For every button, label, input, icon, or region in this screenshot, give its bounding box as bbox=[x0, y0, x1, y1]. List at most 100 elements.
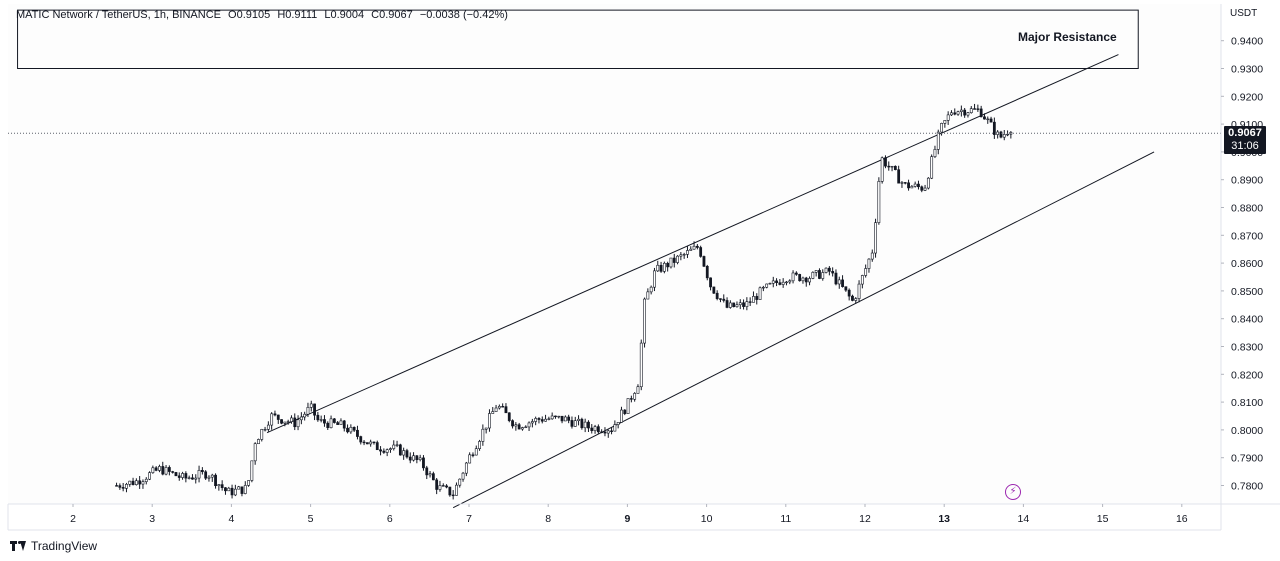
candle[interactable] bbox=[745, 297, 749, 311]
candle[interactable] bbox=[200, 467, 204, 475]
candle[interactable] bbox=[431, 471, 435, 481]
candle[interactable] bbox=[227, 486, 231, 492]
resistance-zone[interactable] bbox=[17, 9, 1139, 70]
candle[interactable] bbox=[662, 261, 666, 274]
candle[interactable] bbox=[880, 156, 884, 184]
candle[interactable] bbox=[752, 291, 755, 303]
candle[interactable] bbox=[682, 252, 686, 259]
candle[interactable] bbox=[319, 415, 323, 423]
candle[interactable] bbox=[468, 452, 472, 464]
candle[interactable] bbox=[303, 411, 307, 421]
candle[interactable] bbox=[326, 421, 330, 431]
candle[interactable] bbox=[943, 120, 947, 128]
candle[interactable] bbox=[702, 255, 706, 268]
candle[interactable] bbox=[233, 484, 237, 497]
candle[interactable] bbox=[827, 266, 831, 276]
candle[interactable] bbox=[639, 339, 643, 391]
candle[interactable] bbox=[250, 460, 254, 483]
candle[interactable] bbox=[428, 470, 432, 478]
candle[interactable] bbox=[402, 447, 406, 460]
candle[interactable] bbox=[217, 484, 221, 491]
candle[interactable] bbox=[501, 403, 505, 408]
candle[interactable] bbox=[554, 415, 557, 419]
candle[interactable] bbox=[936, 129, 940, 155]
candle[interactable] bbox=[933, 145, 937, 159]
candle[interactable] bbox=[527, 421, 531, 431]
candle[interactable] bbox=[775, 278, 778, 287]
candle[interactable] bbox=[204, 470, 208, 481]
candle[interactable] bbox=[286, 419, 290, 425]
candle[interactable] bbox=[735, 301, 739, 308]
candle[interactable] bbox=[722, 294, 726, 303]
candle[interactable] bbox=[920, 185, 924, 193]
candle[interactable] bbox=[237, 485, 241, 490]
candle[interactable] bbox=[732, 302, 736, 308]
candle[interactable] bbox=[323, 415, 326, 427]
candle[interactable] bbox=[699, 245, 703, 258]
candle[interactable] bbox=[521, 426, 524, 431]
candle[interactable] bbox=[392, 440, 396, 451]
candle[interactable] bbox=[758, 286, 762, 300]
candle[interactable] bbox=[253, 442, 257, 465]
candle[interactable] bbox=[791, 270, 795, 284]
candle[interactable] bbox=[451, 490, 455, 500]
candle[interactable] bbox=[887, 161, 891, 171]
candle[interactable] bbox=[870, 249, 874, 262]
candle[interactable] bbox=[497, 404, 501, 410]
candle[interactable] bbox=[293, 413, 297, 431]
candle[interactable] bbox=[884, 155, 887, 169]
lightning-icon[interactable]: ⚡ bbox=[1005, 484, 1021, 500]
candle[interactable] bbox=[643, 297, 646, 348]
candle[interactable] bbox=[273, 410, 277, 417]
candle[interactable] bbox=[715, 290, 719, 301]
candle[interactable] bbox=[606, 429, 610, 438]
candle[interactable] bbox=[903, 181, 907, 185]
candle[interactable] bbox=[653, 267, 656, 292]
candle[interactable] bbox=[976, 104, 980, 112]
candle[interactable] bbox=[171, 470, 175, 474]
candle[interactable] bbox=[128, 480, 132, 487]
candle[interactable] bbox=[593, 424, 597, 434]
candle[interactable] bbox=[851, 294, 854, 302]
candle[interactable] bbox=[837, 276, 841, 289]
candle[interactable] bbox=[263, 426, 267, 432]
candle[interactable] bbox=[583, 418, 587, 433]
candle[interactable] bbox=[270, 412, 274, 430]
candle[interactable] bbox=[992, 117, 996, 139]
candle[interactable] bbox=[897, 165, 901, 184]
candle[interactable] bbox=[808, 276, 811, 286]
candle[interactable] bbox=[811, 271, 815, 280]
candle[interactable] bbox=[280, 419, 283, 425]
candle[interactable] bbox=[824, 267, 828, 274]
candle[interactable] bbox=[712, 286, 716, 295]
candle[interactable] bbox=[676, 255, 679, 265]
candle[interactable] bbox=[801, 276, 805, 284]
candle[interactable] bbox=[372, 441, 376, 445]
candle[interactable] bbox=[633, 392, 637, 402]
major-resistance-label[interactable]: Major Resistance bbox=[1018, 30, 1117, 44]
candle[interactable] bbox=[814, 270, 818, 277]
candle[interactable] bbox=[580, 417, 584, 430]
candle[interactable] bbox=[818, 268, 821, 280]
candle[interactable] bbox=[507, 412, 511, 423]
candle[interactable] bbox=[959, 105, 963, 117]
candle[interactable] bbox=[220, 480, 224, 491]
candle[interactable] bbox=[841, 275, 844, 288]
candle[interactable] bbox=[563, 415, 567, 422]
candle[interactable] bbox=[854, 297, 858, 304]
time-axis[interactable]: 2 3 4 5 6 7 8 9 10 11 12 13 14 15 16 bbox=[70, 504, 1188, 525]
candle[interactable] bbox=[197, 465, 201, 483]
candle[interactable] bbox=[666, 261, 670, 272]
candle[interactable] bbox=[398, 443, 402, 456]
channel-upper-line[interactable] bbox=[266, 54, 1119, 434]
candle[interactable] bbox=[794, 271, 798, 276]
candle[interactable] bbox=[247, 480, 250, 487]
candle[interactable] bbox=[148, 471, 151, 481]
candle[interactable] bbox=[243, 481, 247, 495]
candle[interactable] bbox=[979, 105, 983, 118]
candle[interactable] bbox=[893, 165, 897, 171]
candle[interactable] bbox=[230, 484, 234, 499]
candle[interactable] bbox=[441, 483, 445, 487]
candle[interactable] bbox=[613, 420, 617, 432]
candle[interactable] bbox=[587, 420, 590, 432]
